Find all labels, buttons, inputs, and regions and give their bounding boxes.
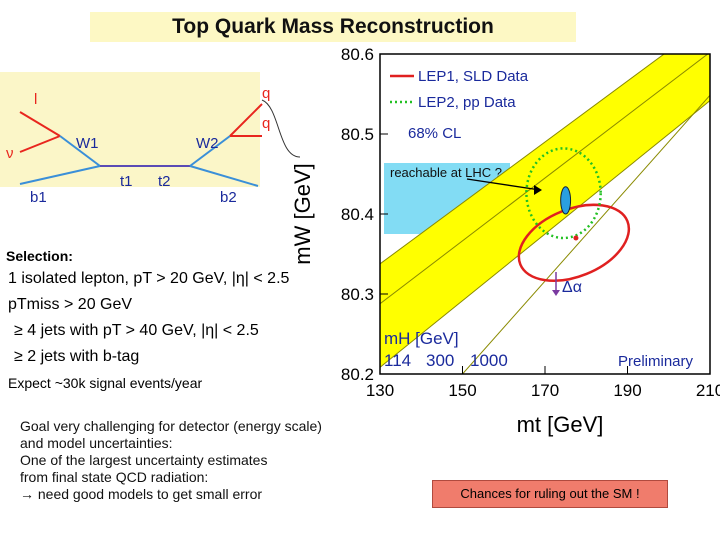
selection-line-3: ≥ 4 jets with pT > 40 GeV, |η| < 2.5 [14,322,259,339]
y-tick-label-80.2: 80.2 [341,365,374,384]
label-b1: b1 [30,189,47,202]
ellipse-1 [525,147,602,240]
goal-line-1: Goal very challenging for detector (ener… [20,418,322,434]
feynman-diagram-panel [0,72,260,187]
lhc-callout-label: reachable at LHC ? [390,165,503,180]
legend-lep2: LEP2, pp Data [418,94,516,111]
y-tick-label-80.6: 80.6 [341,45,374,64]
band-inner-edge-1 [462,94,710,374]
selection-line-2: pTmiss > 20 GeV [8,296,133,313]
delta-alpha-arrowhead [552,290,560,296]
label-nu: ν [6,145,14,162]
selection-label: Selection: [6,248,73,264]
band-value-114: 114 [384,351,411,370]
y-tick-label-80.3: 80.3 [341,285,374,304]
ellipse-0 [517,203,631,282]
label-q2: q [262,115,270,132]
b1-line [19,165,101,185]
lhc-pointer-line [466,178,541,191]
label-t2: t2 [158,173,171,190]
mw-vs-mt-chart: 130 150 170 190 210 80.2 80.3 80.4 80.5 80.6 mW [… [290,45,720,437]
y-tick-label-80.4: 80.4 [341,205,374,224]
selection-line-4: ≥ 2 jets with b-tag [14,348,140,365]
lhc-pointer-arrowhead [534,185,542,195]
w2-line [189,135,231,167]
goal-line-2: and model uncertainties: [20,435,173,451]
legend-cl: 68% CL [408,125,461,142]
x-tick-label-210: 210 [696,381,720,400]
ellipse-2 [560,186,572,215]
lep1-center-point [573,235,579,241]
goal-line-3: One of the largest uncertainty estimates [20,452,268,468]
slide-title: Top Quark Mass Reconstruction [90,12,576,42]
legend: LEP1, SLD Data LEP2, pp Data 68% CL [390,68,529,142]
band-value-300: 300 [426,351,454,370]
x-axis-label: mt [GeV] [517,412,604,437]
band-label: mH [GeV] [384,329,459,348]
y-axis-label: mW [GeV] [290,163,315,264]
quark1-line [229,103,263,137]
label-w1: W1 [76,135,99,152]
label-q1: q [262,85,270,102]
label-l: l [34,91,37,108]
goal-text: Goal very challenging for detector (ener… [20,418,322,503]
label-b2: b2 [220,189,237,202]
chances-callout: Chances for ruling out the SM ! [432,480,668,508]
b2-line [189,165,259,187]
band-value-1000: 1000 [470,351,508,370]
y-tick-label-80.5: 80.5 [341,125,374,144]
band-inner-edge-2 [380,54,709,305]
neutrino-line [19,135,61,153]
lepton-line [19,111,61,137]
goal-line-4: from final state QCD radiation: [20,469,209,485]
higgs-band [380,54,710,368]
label-w2: W2 [196,135,219,152]
x-tick-label-150: 150 [448,381,476,400]
selection-line-1: 1 isolated lepton, pT > 20 GeV, |η| < 2.… [8,270,290,287]
x-tick-label-130: 130 [366,381,394,400]
w1-line [59,135,101,167]
goal-line-5: → need good models to get small error [20,486,263,502]
x-tick-label-190: 190 [613,381,641,400]
label-t1: t1 [120,173,133,190]
delta-alpha-label: Δα [562,279,582,296]
diagram-bracket [261,99,300,158]
preliminary-label: Preliminary [618,353,694,370]
expect-line: Expect ~30k signal events/year [8,375,203,391]
legend-lep1: LEP1, SLD Data [418,68,529,85]
feynman-diagram: l ν W1 W2 q q b1 t1 t2 b2 [6,85,300,202]
x-tick-label-170: 170 [531,381,559,400]
